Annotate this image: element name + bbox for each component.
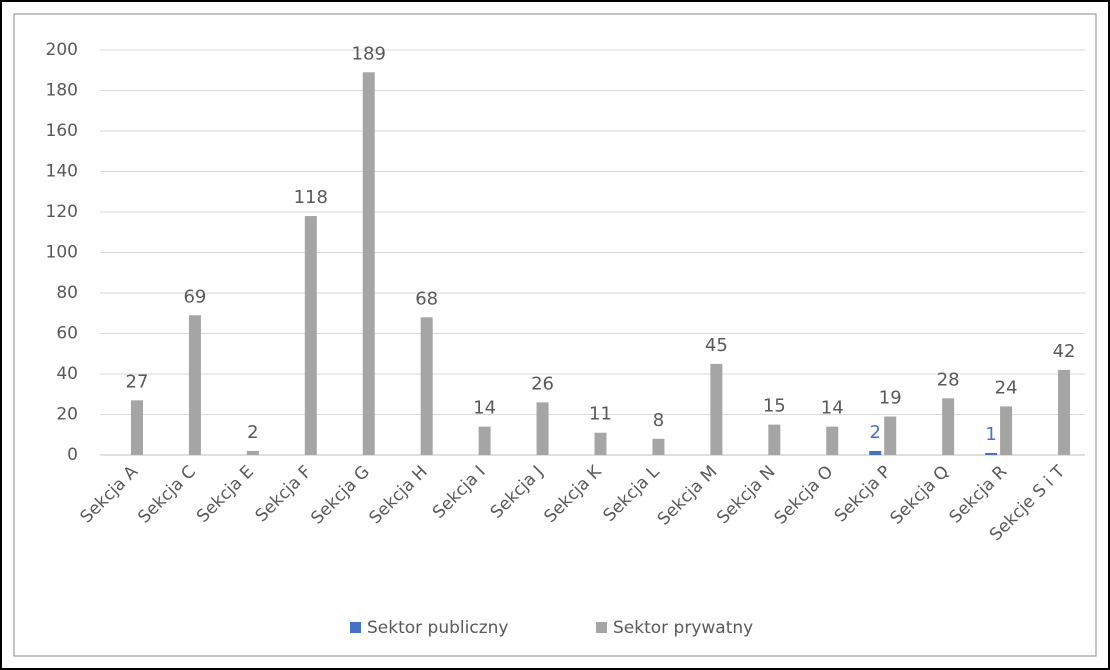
y-tick-label: 180 [46,81,78,101]
data-label: 11 [589,404,612,425]
chart-frame [13,13,1097,657]
bar [826,426,839,455]
data-label: 42 [1053,341,1076,362]
y-tick-label: 200 [46,40,78,60]
data-label: 118 [294,187,328,208]
data-label: 19 [879,388,902,409]
bar [362,72,375,456]
bar [869,450,882,455]
bar [246,450,259,455]
y-tick-label: 60 [56,324,78,344]
x-tick-label: Sekcja P [831,462,896,527]
legend-label: Sektor publiczny [367,618,508,638]
bar [478,426,491,455]
data-label: 14 [473,398,496,419]
x-tick-label: Sekcja I [429,462,490,523]
bar [188,315,201,455]
y-tick-label: 160 [46,121,78,141]
y-tick-label: 140 [46,162,78,182]
x-tick-label: Sekcja N [713,462,779,528]
data-label: 15 [763,396,786,417]
y-tick-label: 100 [46,243,78,263]
x-tick-label: Sekcja J [487,462,548,523]
x-tick-label: Sekcja F [252,462,316,526]
data-label: 26 [531,373,554,394]
data-label: 14 [821,398,844,419]
data-label: 1 [985,424,996,445]
x-tick-label: Sekcja O [771,462,838,529]
x-tick-label: Sekcja Q [886,462,953,529]
x-tick-label: Sekcja C [134,462,200,528]
legend-swatch [350,622,361,633]
bar [768,424,781,455]
bar [420,317,433,455]
data-label: 2 [869,422,880,443]
data-label: 69 [183,286,206,307]
data-label: 68 [415,288,438,309]
bar [884,416,897,455]
bar [652,438,665,455]
data-label: 24 [995,377,1018,398]
bar [985,452,998,455]
bar [1000,406,1013,455]
y-tick-label: 20 [56,405,78,425]
data-label: 28 [937,369,960,390]
y-tick-label: 120 [46,202,78,222]
y-tick-label: 0 [67,445,78,465]
x-tick-label: Sekcja H [365,462,431,528]
data-label: 2 [247,422,258,443]
y-tick-label: 80 [56,283,78,303]
data-label: 189 [352,43,386,64]
legend-swatch [596,622,607,633]
x-tick-label: Sekcja M [654,462,722,530]
bar [304,216,317,455]
bar [536,402,549,455]
bar [130,400,143,455]
data-label: 27 [126,371,149,392]
y-tick-label: 40 [56,364,78,384]
bar [710,363,723,455]
x-tick-label: Sekcja K [540,461,606,527]
data-label: 8 [653,410,664,431]
bar [594,432,607,455]
legend-label: Sektor prywatny [613,618,753,638]
bar [1058,369,1071,455]
data-label: 45 [705,335,728,356]
x-tick-label: Sekcja E [193,462,258,527]
bar [942,398,955,455]
x-tick-label: Sekcja G [307,462,374,529]
x-tick-label: Sekcja A [77,462,143,528]
